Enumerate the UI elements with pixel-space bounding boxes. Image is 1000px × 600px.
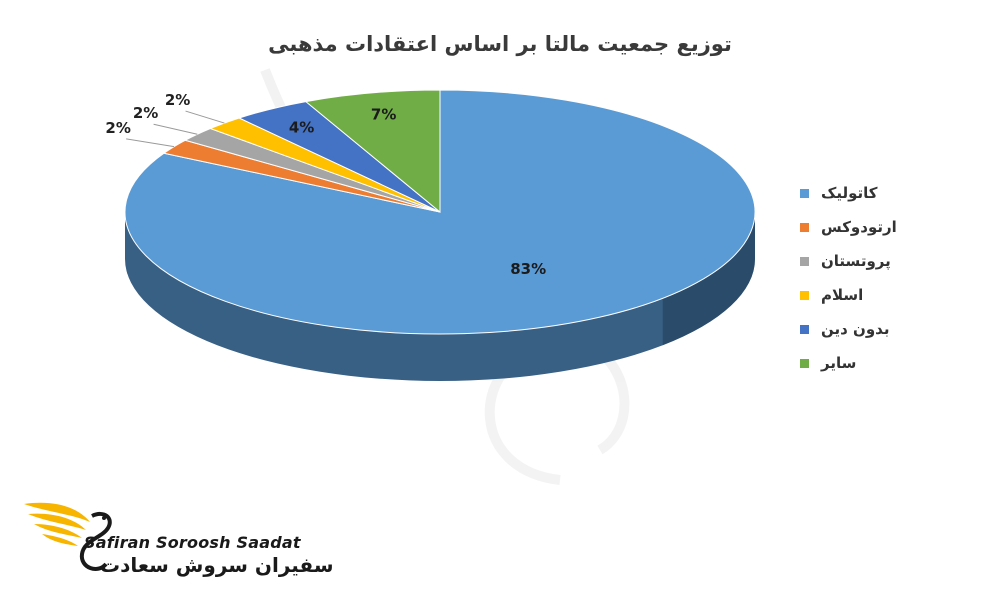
legend-item: اسلام [800, 278, 960, 312]
pie-side-shade [662, 212, 755, 346]
legend-swatch [800, 358, 809, 368]
legend-label: بدون دین [821, 320, 890, 338]
legend-item: ارتودوکس [800, 210, 960, 244]
legend-label: سایر [821, 354, 857, 372]
pie-slice-side [125, 212, 755, 381]
legend-swatch [800, 324, 809, 334]
legend-label: اسلام [821, 286, 864, 304]
pie-slice [124, 89, 756, 335]
data-label: 7% [371, 105, 396, 123]
legend-label: کاتولیک [821, 184, 878, 202]
brand-logo-icon [24, 502, 112, 571]
legend-label: ارتودوکس [821, 218, 897, 236]
legend-item: بدون دین [800, 312, 960, 346]
legend-swatch [800, 256, 809, 266]
pie-slice [304, 89, 441, 214]
legend-swatch [800, 290, 809, 300]
chart-legend: کاتولیک ارتودوکس پروتستان اسلام بدون دین… [800, 176, 960, 380]
legend-swatch [800, 188, 809, 198]
chart-title: توزیع جمعیت مالتا بر اساس اعتقادات مذهبی [268, 32, 732, 56]
leader-line [153, 123, 198, 135]
legend-item: کاتولیک [800, 176, 960, 210]
leader-line [126, 138, 175, 148]
brand-name-fa: سفیران سروش سعادت [100, 553, 334, 577]
legend-swatch [800, 222, 809, 232]
legend-item: پروتستان [800, 244, 960, 278]
data-label: 2% [105, 119, 130, 137]
legend-item: سایر [800, 346, 960, 380]
data-label: 2% [165, 91, 190, 109]
data-label: 4% [289, 119, 314, 137]
legend-label: پروتستان [821, 252, 891, 270]
data-label: 83% [510, 260, 546, 278]
data-label: 2% [133, 104, 158, 122]
leader-line [185, 110, 225, 124]
brand-name-en: Safiran Soroosh Saadat [84, 533, 301, 552]
